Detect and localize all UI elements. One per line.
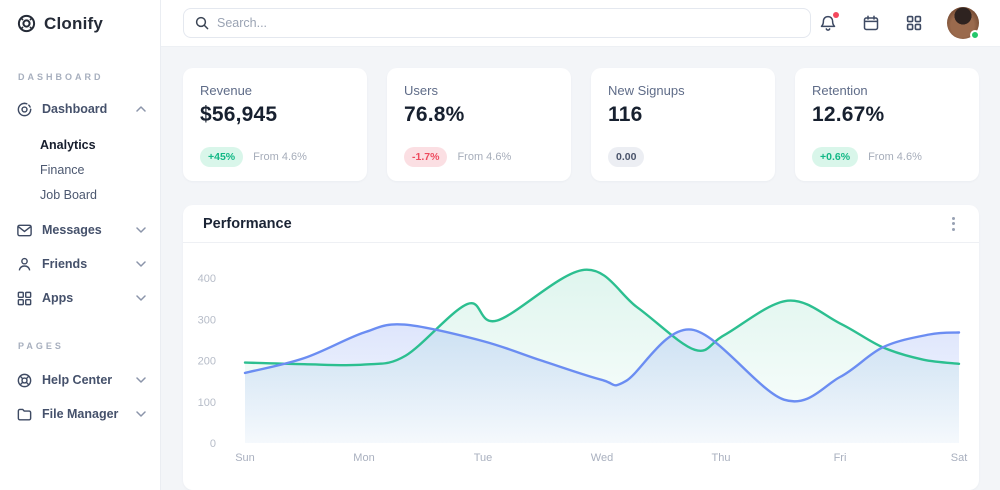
stats-row: Revenue $56,945 +45% From 4.6% Users 76.… <box>183 68 979 181</box>
x-axis-tick: Tue <box>474 452 493 464</box>
online-status-dot <box>970 30 980 40</box>
y-axis-tick: 400 <box>198 273 216 285</box>
sidebar-item-file-manager[interactable]: File Manager <box>16 403 146 425</box>
section-label-pages: PAGES <box>18 341 64 351</box>
y-axis-tick: 200 <box>198 356 216 368</box>
search-input[interactable] <box>217 16 799 30</box>
lifebuoy-icon <box>17 373 32 387</box>
brand-name: Clonify <box>44 13 104 33</box>
clonify-logo-icon <box>17 14 36 33</box>
chevron-down-icon <box>136 411 146 417</box>
stat-card-new-signups: New Signups 116 0.00 <box>591 68 775 181</box>
sidebar-item-label: Messages <box>42 223 102 237</box>
y-axis-tick: 100 <box>198 397 216 409</box>
x-axis-tick: Sat <box>951 452 968 464</box>
chart-title: Performance <box>203 215 292 232</box>
stat-badge: 0.00 <box>608 147 645 167</box>
stat-title: New Signups <box>608 83 685 98</box>
sidebar-subitem-job-board[interactable]: Job Board <box>40 182 146 207</box>
stat-note: From 4.6% <box>253 151 307 163</box>
stat-badge: +0.6% <box>812 147 859 167</box>
sidebar-item-apps[interactable]: Apps <box>16 287 146 309</box>
user-icon <box>18 257 31 271</box>
section-label-dashboard: DASHBOARD <box>18 72 104 82</box>
stat-badge: -1.7% <box>404 147 448 167</box>
grid-icon <box>17 291 32 305</box>
sidebar-subitem-analytics[interactable]: Analytics <box>40 132 146 157</box>
x-axis-tick: Wed <box>591 452 613 464</box>
folder-icon <box>17 408 32 420</box>
search-icon <box>195 16 209 30</box>
stat-note: From 4.6% <box>457 151 512 163</box>
chevron-down-icon <box>136 377 146 383</box>
sidebar-item-label: Apps <box>42 291 74 305</box>
stat-badge: +45% <box>200 147 244 167</box>
chevron-down-icon <box>136 261 146 267</box>
x-axis-tick: Sun <box>235 452 255 464</box>
avatar[interactable] <box>947 7 980 40</box>
notification-dot <box>833 12 839 18</box>
x-axis-tick: Fri <box>834 452 847 464</box>
sidebar-item-label: Dashboard <box>42 102 108 116</box>
stat-card-revenue: Revenue $56,945 +45% From 4.6% <box>183 68 367 181</box>
stat-card-users: Users 76.8% -1.7% From 4.6% <box>387 68 571 181</box>
envelope-icon <box>17 224 32 236</box>
sidebar-item-label: Help Center <box>42 373 113 387</box>
kebab-menu-button[interactable] <box>948 213 959 235</box>
sidebar: Clonify DASHBOARD Dashboard Analytics Fi… <box>0 0 161 490</box>
topbar <box>161 0 1000 47</box>
stat-title: Users <box>404 83 438 98</box>
x-axis-tick: Mon <box>353 452 374 464</box>
stat-value: 12.67% <box>812 103 885 126</box>
performance-chart: 0 100 200 300 400 Sun Mon Tue Wed Thu Fri Sat <box>198 268 968 464</box>
y-axis-tick: 300 <box>198 314 216 326</box>
sidebar-item-help-center[interactable]: Help Center <box>16 369 146 391</box>
stat-value: $56,945 <box>200 103 278 126</box>
stat-title: Retention <box>812 83 868 98</box>
bell-icon <box>820 15 836 31</box>
series-blue-line <box>243 323 961 403</box>
dashboard-submenu: Analytics Finance Job Board <box>16 130 146 213</box>
stat-title: Revenue <box>200 83 253 98</box>
subitem-label: Analytics <box>40 137 96 152</box>
subitem-label: Job Board <box>40 187 97 202</box>
apps-launcher-button[interactable] <box>904 13 924 33</box>
sidebar-item-messages[interactable]: Messages <box>16 219 146 241</box>
y-axis-tick: 0 <box>210 438 216 450</box>
search-box[interactable] <box>183 8 811 38</box>
stat-card-retention: Retention 12.67% +0.6% From 4.6% <box>795 68 979 181</box>
notifications-button[interactable] <box>818 12 839 33</box>
chevron-down-icon <box>136 227 146 233</box>
series-blue-area <box>245 324 959 443</box>
sidebar-subitem-finance[interactable]: Finance <box>40 157 146 182</box>
brand: Clonify <box>16 13 146 34</box>
chevron-up-icon <box>136 106 146 112</box>
sidebar-item-label: Friends <box>42 257 88 271</box>
calendar-icon <box>863 15 879 31</box>
chevron-down-icon <box>136 295 146 301</box>
sidebar-item-label: File Manager <box>42 407 119 421</box>
dashboard-icon <box>17 102 32 116</box>
sidebar-item-friends[interactable]: Friends <box>16 253 146 275</box>
stat-value: 116 <box>608 103 643 126</box>
performance-card: Performance 0 100 200 300 400 Sun Mon Tue Wed Th… <box>183 205 979 490</box>
main-content: Revenue $56,945 +45% From 4.6% Users 76.… <box>161 47 1000 490</box>
stat-value: 76.8% <box>404 103 465 126</box>
apps-grid-icon <box>906 15 922 31</box>
stat-note: From 4.6% <box>868 151 922 163</box>
x-axis-tick: Thu <box>712 452 731 464</box>
series-green-line <box>243 268 961 367</box>
subitem-label: Finance <box>40 162 85 177</box>
sidebar-item-dashboard[interactable]: Dashboard <box>16 98 146 120</box>
calendar-button[interactable] <box>861 13 881 33</box>
